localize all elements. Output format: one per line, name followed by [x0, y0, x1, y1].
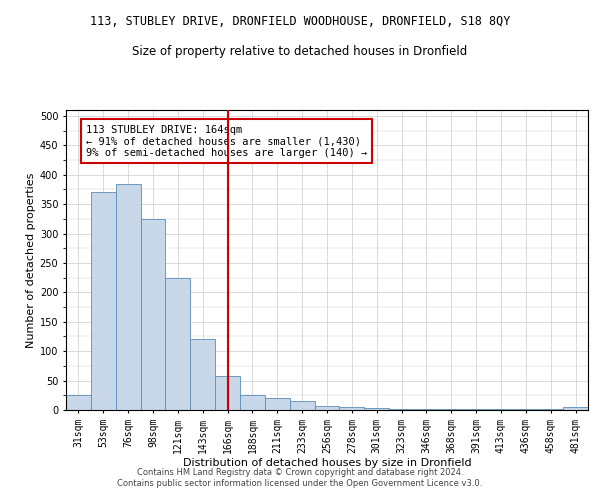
Bar [514, 409, 538, 410]
Text: 113, STUBLEY DRIVE, DRONFIELD WOODHOUSE, DRONFIELD, S18 8QY: 113, STUBLEY DRIVE, DRONFIELD WOODHOUSE,… [90, 15, 510, 28]
Bar [414, 409, 439, 410]
Bar [340, 407, 364, 410]
Bar [91, 192, 116, 410]
Bar [563, 407, 588, 410]
Bar [439, 409, 464, 410]
Y-axis label: Number of detached properties: Number of detached properties [26, 172, 35, 348]
Bar [166, 278, 190, 410]
Bar [116, 184, 140, 410]
Bar [389, 409, 414, 410]
Bar [488, 409, 514, 410]
X-axis label: Distribution of detached houses by size in Dronfield: Distribution of detached houses by size … [182, 458, 472, 468]
Text: Contains HM Land Registry data © Crown copyright and database right 2024.
Contai: Contains HM Land Registry data © Crown c… [118, 468, 482, 487]
Bar [66, 396, 91, 410]
Bar [140, 219, 166, 410]
Bar [314, 406, 340, 410]
Bar [215, 376, 240, 410]
Bar [190, 340, 215, 410]
Text: 113 STUBLEY DRIVE: 164sqm
← 91% of detached houses are smaller (1,430)
9% of sem: 113 STUBLEY DRIVE: 164sqm ← 91% of detac… [86, 124, 367, 158]
Text: Size of property relative to detached houses in Dronfield: Size of property relative to detached ho… [133, 45, 467, 58]
Bar [240, 394, 265, 410]
Bar [290, 401, 314, 410]
Bar [538, 409, 563, 410]
Bar [364, 408, 389, 410]
Bar [265, 398, 290, 410]
Bar [464, 409, 488, 410]
